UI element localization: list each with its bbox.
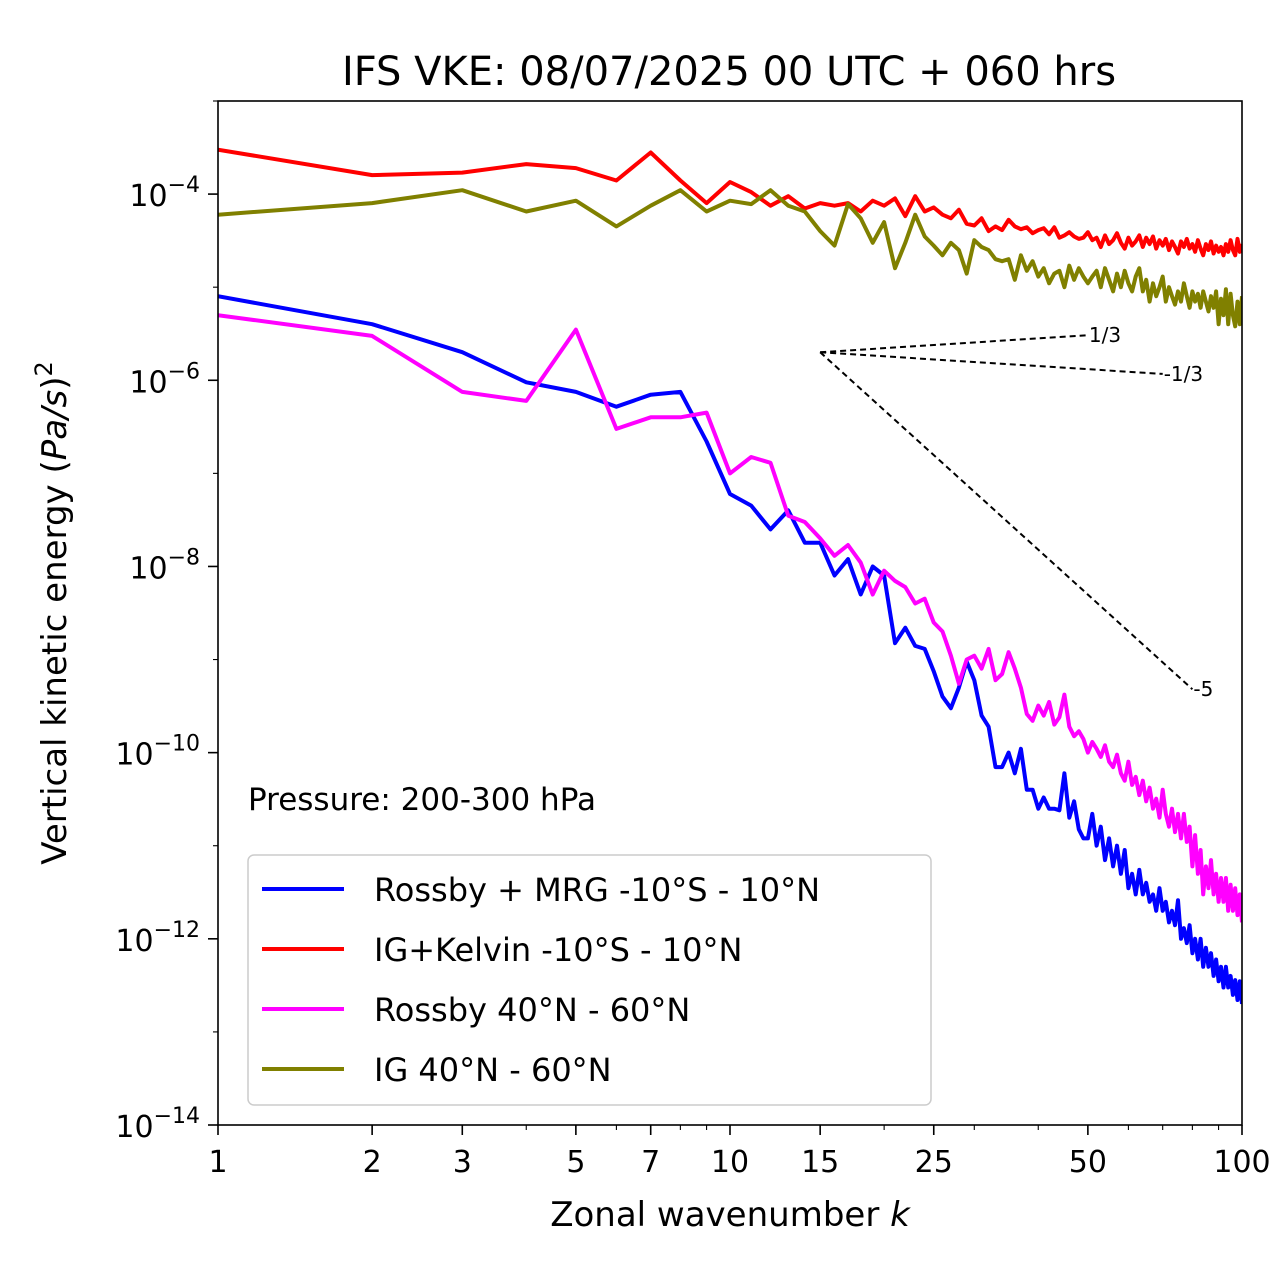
reference-slope-line	[819, 351, 1194, 690]
y-tick-label: 10−14	[115, 1104, 200, 1145]
reference-slope-label: -1/3	[1164, 362, 1203, 386]
reference-slope-label: 1/3	[1089, 323, 1121, 347]
x-axis-label: Zonal wavenumber k	[550, 1195, 911, 1235]
y-tick-label: 10−8	[129, 545, 200, 586]
x-tick-label: 7	[641, 1145, 660, 1180]
reference-slope-line	[820, 334, 1088, 354]
y-tick-label: 10−10	[115, 732, 200, 773]
legend-label: Rossby 40°N - 60°N	[374, 991, 690, 1029]
series-line-4	[218, 188, 1242, 329]
x-tick-label: 25	[915, 1145, 953, 1180]
x-tick-label: 100	[1213, 1145, 1270, 1180]
plot-frame	[217, 100, 1243, 1126]
pressure-annotation: Pressure: 200-300 hPa	[248, 782, 596, 818]
y-tick-label: 10−4	[129, 173, 200, 214]
legend-label: Rossby + MRG -10°S - 10°N	[374, 871, 820, 909]
y-tick-label: 10−12	[115, 918, 200, 959]
y-axis-ticks: 10−4 10−6 10−8 10−10 10−12 10−14	[115, 100, 218, 1145]
series-line-1	[218, 294, 1242, 1005]
y-axis-label: Vertical kinetic energy (Pa/s)2	[30, 361, 75, 865]
series-line-3	[218, 313, 1242, 923]
x-tick-label: 15	[801, 1145, 839, 1180]
legend-box	[247, 854, 932, 1106]
legend-label: IG+Kelvin -10°S - 10°N	[374, 931, 742, 969]
x-axis-ticks: 1 2 3 5 7 10 15 25 50 100	[208, 1125, 1271, 1180]
y-tick-label: 10−6	[129, 359, 200, 400]
x-tick-label: 3	[453, 1145, 472, 1180]
series-layer	[218, 147, 1242, 1005]
reference-slopes: 1/3 -1/3 -5	[819, 323, 1213, 701]
x-tick-label: 10	[711, 1145, 749, 1180]
legend-label: IG 40°N - 60°N	[374, 1051, 612, 1089]
legend: Rossby + MRG -10°S - 10°N IG+Kelvin -10°S…	[247, 854, 932, 1106]
x-tick-label: 2	[363, 1145, 382, 1180]
reference-slope-line	[820, 351, 1163, 375]
x-tick-label: 1	[208, 1145, 227, 1180]
x-tick-label: 50	[1069, 1145, 1107, 1180]
series-line-2	[218, 147, 1242, 258]
x-tick-label: 5	[566, 1145, 585, 1180]
chart-title: IFS VKE: 08/07/2025 00 UTC + 060 hrs	[342, 49, 1116, 95]
reference-slope-label: -5	[1193, 677, 1213, 701]
